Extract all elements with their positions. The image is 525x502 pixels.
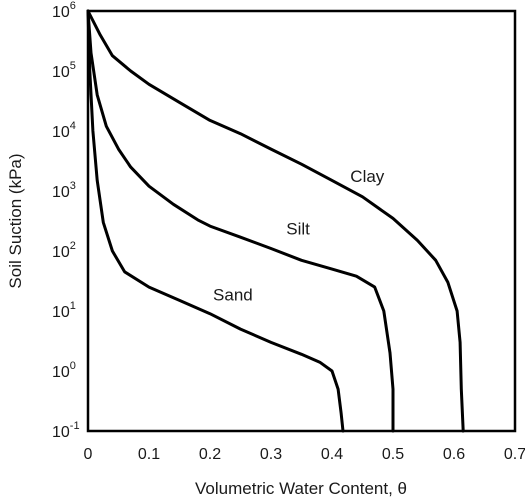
y-tick-label: 104 [52,120,76,141]
curve-labels: Clay Silt Sand [213,167,385,304]
y-tick-label: 100 [52,360,76,381]
y-tick-base: 10 [52,364,70,381]
y-tick-base: 10 [52,424,70,441]
y-axis-title: Soil Suction (kPa) [6,153,25,288]
y-tick-label: 102 [52,240,76,261]
x-tick-label: 0.2 [199,446,221,463]
y-tick-base: 10 [52,184,70,201]
plot-area-frame [86,9,517,433]
y-tick-exponent: 1 [70,300,76,312]
x-tick-labels: 0 0.1 0.2 0.3 0.4 0.5 0.6 0.7 [84,446,525,463]
x-tick-label: 0.7 [504,446,525,463]
y-tick-label: 101 [52,300,76,321]
y-tick-exponent: 5 [70,60,76,72]
y-tick-exponent: 6 [70,0,76,12]
y-tick-exponent: 0 [70,360,76,372]
y-tick-label: 105 [52,60,76,81]
y-tick-label: 103 [52,180,76,201]
sand-curve-label: Sand [213,285,253,304]
x-tick-label: 0.6 [443,446,465,463]
curves-group [86,9,465,433]
y-tick-exponent: 2 [70,240,76,252]
x-tick-label: 0.1 [138,446,160,463]
silt-curve [86,9,395,433]
silt-curve-label: Silt [286,219,310,238]
x-tick-label: 0.3 [260,446,282,463]
x-tick-label: 0.5 [382,446,404,463]
y-tick-label: 10-1 [52,420,80,441]
y-tick-exponent: 4 [70,120,76,132]
y-tick-base: 10 [52,244,70,261]
x-tick-label: 0.4 [321,446,343,463]
y-tick-exponent: 3 [70,180,76,192]
clay-curve [86,9,465,433]
y-tick-base: 10 [52,4,70,21]
x-axis-title: Volumetric Water Content, θ [195,479,407,498]
clay-curve-label: Clay [350,167,385,186]
sand-curve [86,9,345,433]
y-tick-label: 106 [52,0,76,21]
y-tick-base: 10 [52,124,70,141]
y-tick-base: 10 [52,304,70,321]
y-tick-base: 10 [52,64,70,81]
x-tick-label: 0 [84,446,93,463]
y-tick-exponent: -1 [70,420,80,432]
